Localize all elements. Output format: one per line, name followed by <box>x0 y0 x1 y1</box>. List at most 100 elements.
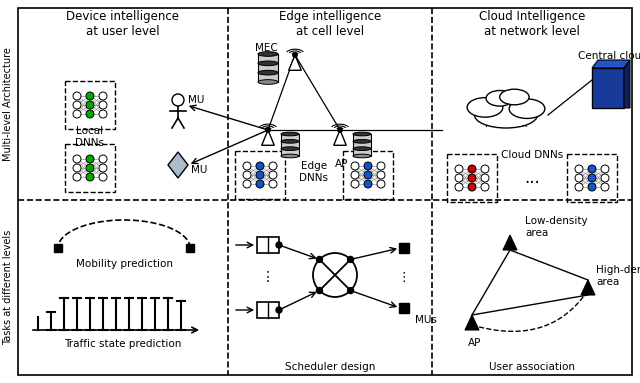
Text: MEC: MEC <box>255 43 277 53</box>
Ellipse shape <box>281 147 299 151</box>
Polygon shape <box>262 130 275 145</box>
Circle shape <box>269 171 277 179</box>
Circle shape <box>377 171 385 179</box>
Text: Central cloud: Central cloud <box>578 51 640 61</box>
Text: MUs: MUs <box>415 315 437 325</box>
Circle shape <box>269 180 277 188</box>
Polygon shape <box>581 280 595 295</box>
Text: User association: User association <box>489 362 575 372</box>
Circle shape <box>481 165 489 173</box>
Polygon shape <box>503 235 517 250</box>
Circle shape <box>276 242 282 248</box>
Circle shape <box>73 164 81 172</box>
Text: MU: MU <box>191 165 207 175</box>
Circle shape <box>73 155 81 163</box>
Circle shape <box>455 183 463 191</box>
Circle shape <box>588 174 596 182</box>
Polygon shape <box>168 152 188 178</box>
Circle shape <box>73 101 81 109</box>
Text: Local
DNNs: Local DNNs <box>76 126 104 148</box>
Circle shape <box>601 174 609 182</box>
Circle shape <box>73 92 81 100</box>
Ellipse shape <box>353 132 371 136</box>
Text: High-density
area: High-density area <box>596 265 640 287</box>
Circle shape <box>601 165 609 173</box>
Circle shape <box>99 164 107 172</box>
Polygon shape <box>592 60 630 68</box>
Circle shape <box>377 162 385 170</box>
Bar <box>281 134 299 156</box>
Text: Core
network: Core network <box>484 107 527 129</box>
Circle shape <box>348 257 353 262</box>
Text: Low-density
area: Low-density area <box>525 216 588 238</box>
Ellipse shape <box>353 154 371 158</box>
Circle shape <box>266 128 270 132</box>
Circle shape <box>86 155 94 163</box>
Text: Mobility prediction: Mobility prediction <box>76 259 173 269</box>
Circle shape <box>455 174 463 182</box>
Circle shape <box>338 128 342 132</box>
Text: Scheduler design: Scheduler design <box>285 362 375 372</box>
Circle shape <box>468 174 476 182</box>
Text: ...: ... <box>524 169 540 187</box>
Circle shape <box>276 307 282 313</box>
FancyBboxPatch shape <box>592 68 624 108</box>
Bar <box>258 54 278 82</box>
Circle shape <box>86 164 94 172</box>
Circle shape <box>172 94 184 106</box>
Circle shape <box>481 183 489 191</box>
Circle shape <box>86 173 94 181</box>
Ellipse shape <box>258 61 278 65</box>
Ellipse shape <box>281 132 299 136</box>
Ellipse shape <box>258 70 278 75</box>
Circle shape <box>269 162 277 170</box>
Text: Edge intelligence
at cell level: Edge intelligence at cell level <box>279 10 381 38</box>
Circle shape <box>243 162 251 170</box>
Ellipse shape <box>474 102 538 128</box>
Ellipse shape <box>258 52 278 56</box>
Circle shape <box>243 171 251 179</box>
Text: Cloud Intelligence
at network level: Cloud Intelligence at network level <box>479 10 585 38</box>
Bar <box>353 134 371 156</box>
Ellipse shape <box>281 139 299 143</box>
Circle shape <box>364 162 372 170</box>
Circle shape <box>293 53 297 57</box>
Circle shape <box>364 180 372 188</box>
Circle shape <box>468 183 476 191</box>
Circle shape <box>86 101 94 109</box>
Circle shape <box>468 165 476 173</box>
Text: Traffic state prediction: Traffic state prediction <box>64 339 182 349</box>
Circle shape <box>588 183 596 191</box>
Circle shape <box>99 92 107 100</box>
Ellipse shape <box>353 139 371 143</box>
Ellipse shape <box>500 89 529 105</box>
Text: Edge
DNNs: Edge DNNs <box>300 161 328 183</box>
Circle shape <box>73 173 81 181</box>
Circle shape <box>99 101 107 109</box>
Circle shape <box>256 171 264 179</box>
Text: Cloud DNNs: Cloud DNNs <box>501 150 563 160</box>
Polygon shape <box>624 60 630 108</box>
Circle shape <box>316 288 323 293</box>
Ellipse shape <box>509 99 545 118</box>
Polygon shape <box>289 55 301 70</box>
Circle shape <box>99 110 107 118</box>
Circle shape <box>575 183 583 191</box>
Text: AP: AP <box>468 338 482 348</box>
Circle shape <box>575 165 583 173</box>
Circle shape <box>73 110 81 118</box>
Circle shape <box>86 92 94 100</box>
Circle shape <box>455 165 463 173</box>
Polygon shape <box>333 130 346 145</box>
Circle shape <box>377 180 385 188</box>
Circle shape <box>481 174 489 182</box>
Circle shape <box>364 171 372 179</box>
Circle shape <box>351 162 359 170</box>
Bar <box>257 302 279 318</box>
Bar <box>257 237 279 253</box>
Circle shape <box>243 180 251 188</box>
Text: MU: MU <box>188 95 204 105</box>
Circle shape <box>601 183 609 191</box>
Ellipse shape <box>281 154 299 158</box>
Ellipse shape <box>467 98 503 117</box>
